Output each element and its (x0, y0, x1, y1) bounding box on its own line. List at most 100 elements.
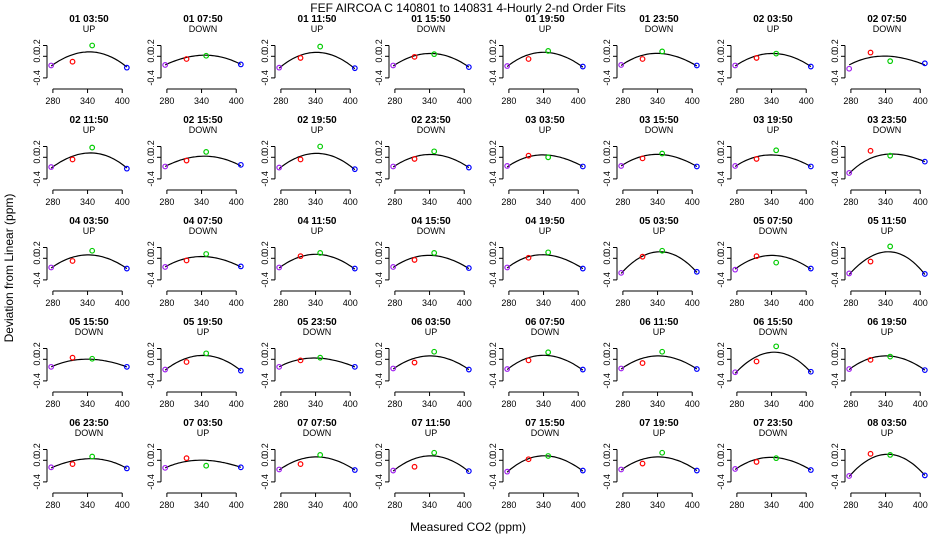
y-tick-label: -0.4 (374, 171, 384, 187)
data-point (89, 247, 96, 254)
x-tick-label: 280 (387, 399, 402, 409)
data-point (465, 164, 472, 171)
y-tick-label: -0.4 (32, 373, 42, 389)
y-tick-label: 0.0 (260, 353, 270, 366)
x-tick-label: 340 (878, 500, 893, 510)
y-tick-label: -0.4 (374, 70, 384, 86)
data-point (807, 467, 814, 473)
panel-direction-label: UP (881, 428, 894, 438)
y-tick-label: -0.4 (602, 272, 612, 288)
data-point (317, 452, 324, 458)
fit-curve (620, 52, 698, 67)
data-point (237, 464, 244, 471)
x-tick-label: 340 (80, 298, 95, 308)
x-tick-label: 400 (799, 96, 814, 106)
y-tick-label: 0.0 (830, 252, 840, 265)
panel-direction-label: UP (197, 327, 210, 337)
panel-direction-label: DOWN (189, 125, 218, 135)
panel-title: 05 11:50 (868, 216, 907, 227)
fit-curve (392, 52, 470, 68)
fit-curve (164, 459, 241, 469)
y-tick-label: 0.0 (32, 151, 42, 164)
y-tick-label: 0.0 (32, 50, 42, 63)
fit-curve (164, 54, 242, 66)
data-point (807, 63, 814, 70)
data-point (317, 143, 324, 150)
data-point (351, 65, 358, 72)
data-point (89, 355, 96, 362)
y-tick-label: 0.2 (32, 140, 42, 153)
fit-curve (506, 154, 584, 168)
x-tick-label: 400 (799, 197, 814, 207)
y-tick-label: -0.4 (716, 70, 726, 86)
data-point (351, 166, 358, 173)
data-point (237, 263, 244, 270)
panel-title: 01 19:50 (525, 14, 565, 25)
data-point (887, 58, 894, 65)
x-tick-label: 280 (45, 197, 60, 207)
y-tick-label: 0.2 (374, 342, 384, 355)
data-point (579, 265, 586, 272)
x-tick-label: 400 (913, 197, 928, 207)
data-point (276, 164, 283, 171)
y-tick-label: 0.0 (374, 252, 384, 265)
panel-title: 01 03:50 (69, 14, 109, 25)
x-tick-label: 340 (650, 399, 665, 409)
panel-direction-label: DOWN (417, 24, 446, 34)
data-point (921, 158, 928, 165)
fit-curve (848, 153, 926, 174)
x-tick-label: 340 (422, 399, 437, 409)
fit-curve (50, 51, 128, 68)
fit-curve (848, 453, 926, 477)
panel-title: 02 11:50 (70, 115, 109, 126)
x-tick-label: 400 (115, 399, 130, 409)
data-point (887, 152, 894, 159)
panel-title: 04 19:50 (525, 216, 565, 227)
x-tick-label: 340 (422, 197, 437, 207)
x-tick-label: 400 (115, 197, 130, 207)
y-tick-label: 0.2 (716, 443, 726, 456)
panel-direction-label: DOWN (531, 428, 560, 438)
x-tick-label: 400 (229, 298, 244, 308)
data-point (431, 51, 438, 58)
y-tick-label: 0.2 (830, 342, 840, 355)
panel-title: 05 03:50 (639, 216, 679, 227)
panel-direction-label: DOWN (75, 428, 104, 438)
x-tick-label: 400 (685, 399, 700, 409)
x-tick-label: 280 (843, 399, 858, 409)
data-point (504, 264, 511, 271)
y-tick-label: 0.2 (602, 241, 612, 254)
fit-curve (278, 152, 356, 171)
data-point (162, 62, 169, 68)
y-tick-label: 0.2 (830, 241, 840, 254)
panel-direction-label: UP (425, 428, 438, 438)
y-tick-label: -0.4 (830, 474, 840, 490)
data-point (618, 269, 625, 276)
data-point (659, 449, 666, 456)
data-point (504, 63, 511, 69)
fit-curve (506, 455, 584, 473)
x-tick-label: 340 (650, 298, 665, 308)
panel-direction-label: DOWN (759, 226, 788, 236)
y-tick-label: -0.4 (488, 373, 498, 389)
data-point (390, 163, 397, 170)
data-point (579, 467, 586, 474)
data-point (351, 467, 358, 473)
data-point (732, 266, 739, 273)
x-tick-label: 280 (843, 500, 858, 510)
data-point (276, 64, 283, 71)
data-point (390, 62, 397, 69)
fit-curve (848, 355, 926, 371)
panel-title: 04 11:50 (298, 216, 337, 227)
panel-title: 07 23:50 (753, 418, 793, 429)
panel-title: 02 19:50 (297, 115, 337, 126)
y-tick-label: 0.0 (488, 454, 498, 467)
x-tick-label: 340 (80, 399, 95, 409)
x-tick-label: 340 (422, 500, 437, 510)
